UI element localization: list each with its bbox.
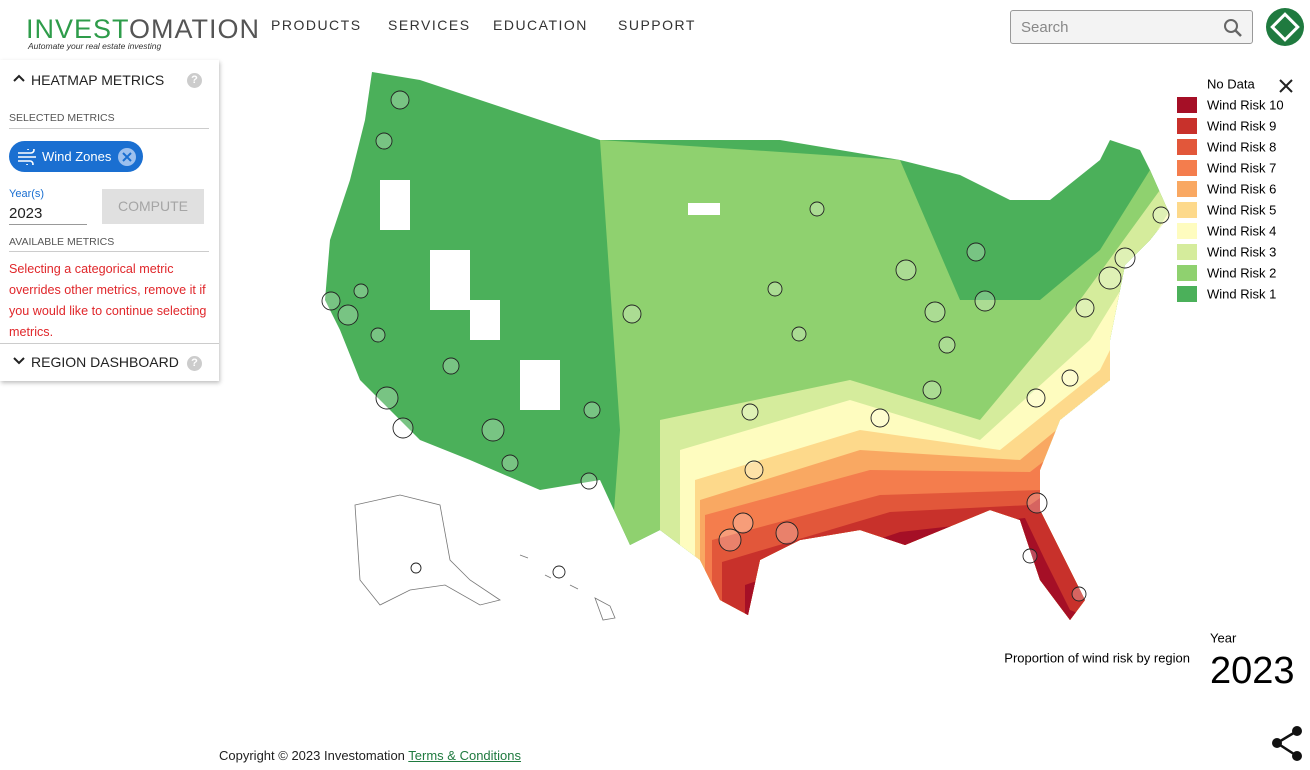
panel-title[interactable]: HEATMAP METRICS <box>31 72 165 88</box>
legend-close[interactable] <box>1279 79 1293 93</box>
legend: No Data Wind Risk 10 Wind Risk 9 Wind Risk … <box>1177 76 1284 302</box>
legend-swatch <box>1177 265 1197 281</box>
chevron-up[interactable] <box>12 73 26 83</box>
legend-label: No Data <box>1207 76 1255 91</box>
share-icon[interactable] <box>1272 726 1302 761</box>
alaska-hawaii <box>354 494 616 621</box>
legend-label: Wind Risk 1 <box>1207 286 1276 301</box>
chip-label: Wind Zones <box>42 149 112 164</box>
nav-item[interactable]: PRODUCTS <box>271 17 362 33</box>
nav-item[interactable]: SERVICES <box>388 17 471 33</box>
sidebar: HEATMAP METRICS ? SELECTED METRICS Wind … <box>0 60 219 381</box>
legend-swatch <box>1177 286 1197 302</box>
year-label: Year(s) <box>9 188 45 200</box>
legend-swatch <box>1177 139 1197 155</box>
legend-swatch <box>1177 181 1197 197</box>
wind-icon <box>18 149 36 165</box>
logo[interactable]: INVESTOMATION <box>26 14 260 45</box>
chevron-down[interactable] <box>12 356 26 366</box>
section-label: AVAILABLE METRICS <box>9 236 115 248</box>
copyright: Copyright © 2023 Investomation <box>219 748 405 763</box>
no-data-areas <box>380 180 720 410</box>
legend-label: Wind Risk 3 <box>1207 244 1276 259</box>
legend-swatch <box>1177 118 1197 134</box>
legend-swatch <box>1177 76 1197 92</box>
nav-item[interactable]: EDUCATION <box>493 17 588 33</box>
legend-label: Wind Risk 8 <box>1207 139 1276 154</box>
logo-a: INVEST <box>26 14 130 44</box>
legend-swatch <box>1177 223 1197 239</box>
city-markers <box>321 90 1170 602</box>
legend-swatch <box>1177 160 1197 176</box>
logo-b: OMATION <box>129 14 261 44</box>
help-icon[interactable]: ? <box>187 356 202 371</box>
panel-title[interactable]: REGION DASHBOARD <box>31 354 179 370</box>
legend-swatch <box>1177 202 1197 218</box>
legend-label: Wind Risk 7 <box>1207 160 1276 175</box>
legend-label: Wind Risk 10 <box>1207 97 1284 112</box>
legend-swatch <box>1177 244 1197 260</box>
footer: Copyright © 2023 Investomation Terms & C… <box>219 748 521 763</box>
compute-button[interactable]: COMPUTE <box>102 189 204 224</box>
risk-bands <box>325 72 1170 620</box>
chip-remove[interactable] <box>117 147 137 167</box>
search-placeholder: Search <box>1021 19 1069 36</box>
year-caption: Year <box>1210 630 1237 645</box>
search-icon <box>1224 19 1242 37</box>
year-input[interactable]: 2023 <box>9 205 87 225</box>
avatar[interactable] <box>1266 8 1304 46</box>
nav-item[interactable]: SUPPORT <box>618 17 696 33</box>
help-icon[interactable]: ? <box>187 73 202 88</box>
map-caption: Proportion of wind risk by region <box>1004 650 1190 665</box>
tagline: Automate your real estate investing <box>28 41 162 51</box>
section-label: SELECTED METRICS <box>9 112 115 124</box>
legend-label: Wind Risk 4 <box>1207 223 1276 238</box>
legend-label: Wind Risk 2 <box>1207 265 1276 280</box>
warning-text: Selecting a categorical metric overrides… <box>9 262 207 339</box>
legend-label: Wind Risk 6 <box>1207 181 1276 196</box>
legend-label: Wind Risk 5 <box>1207 202 1276 217</box>
year-display: 2023 <box>1210 650 1295 692</box>
legend-swatch <box>1177 97 1197 113</box>
search-box[interactable]: Search <box>1010 10 1253 44</box>
legend-label: Wind Risk 9 <box>1207 118 1276 133</box>
metric-chip[interactable]: Wind Zones <box>9 141 143 172</box>
terms-link[interactable]: Terms & Conditions <box>408 748 522 763</box>
